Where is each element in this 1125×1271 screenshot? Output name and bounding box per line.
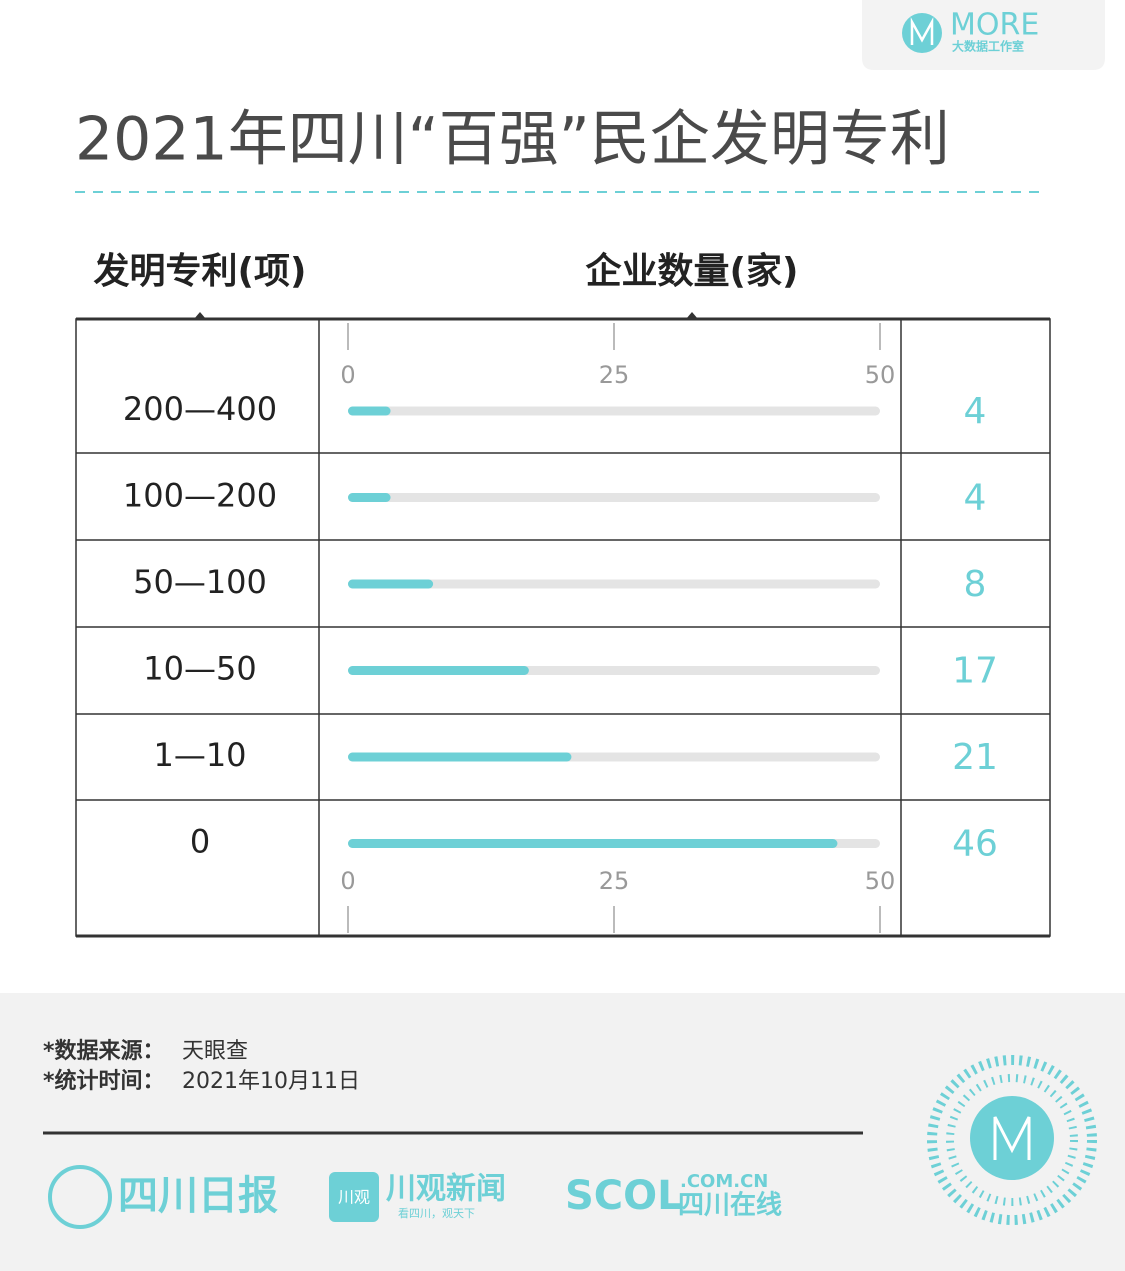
bar-track (348, 493, 880, 502)
logo-text: 四川在线 (678, 1191, 782, 1221)
note-text: 2021年10月11日 (182, 1069, 360, 1094)
category-header: 发明专利(项) (94, 251, 307, 292)
x-tick-label: 0 (340, 867, 355, 895)
logo-icon (329, 1172, 379, 1222)
logo-text: 四川日报 (118, 1173, 278, 1219)
value-label: 4 (964, 478, 987, 519)
note-text: 天眼查 (182, 1039, 248, 1064)
logo-icon (48, 1165, 112, 1229)
category-label: 10—50 (143, 650, 256, 688)
x-tick-label: 0 (340, 361, 355, 389)
value-label: 46 (952, 824, 998, 865)
note-label: *数据来源： (43, 1038, 165, 1064)
brand-sub: 大数据工作室 (952, 39, 1024, 54)
brand-icon (902, 13, 942, 53)
chart-title: 2021年四川“百强”民企发明专利 (75, 105, 950, 175)
category-label: 0 (190, 823, 210, 861)
value-label: 4 (964, 391, 987, 432)
bar-track (348, 579, 880, 589)
value-label: 8 (964, 564, 987, 605)
logo-text: SCOL (565, 1173, 683, 1219)
bar (348, 579, 434, 589)
category-label: 50—100 (133, 563, 267, 601)
x-tick-label: 25 (599, 867, 630, 895)
qr-center (970, 1096, 1054, 1180)
x-tick-label: 50 (865, 867, 896, 895)
value-label: 21 (952, 737, 998, 778)
bar (348, 839, 838, 848)
header-pointer (194, 312, 206, 319)
value-label: 17 (952, 651, 998, 692)
logo-row: 四川日报 川观 川观新闻 看四川，观天下 SCOL .COM.CN 四川在线 (48, 1165, 782, 1229)
bar (348, 752, 572, 762)
qr-ring (927, 1055, 1097, 1225)
logo-text: 看四川，观天下 (398, 1206, 475, 1220)
x-tick-label: 50 (865, 361, 896, 389)
brand-name: MORE (950, 8, 1039, 43)
bar (348, 666, 529, 675)
category-label: 200—400 (123, 390, 277, 428)
logo-text: 川观新闻 (386, 1172, 506, 1207)
qr-ring (946, 1074, 1078, 1206)
x-tick-label: 25 (599, 361, 630, 389)
category-label: 100—200 (123, 477, 277, 515)
category-label: 1—10 (153, 736, 246, 774)
bar (348, 406, 391, 416)
qr-center-mark (993, 1116, 1031, 1160)
value-header: 企业数量(家) (586, 250, 799, 292)
bar (348, 493, 391, 502)
brand-icon-mark (910, 17, 934, 45)
header-pointer (686, 312, 698, 319)
qr-code (927, 1055, 1097, 1225)
bar-track (348, 406, 880, 416)
logo-text: .COM.CN (680, 1171, 768, 1192)
logo-text: 川观 (338, 1188, 370, 1207)
note-label: *统计时间： (43, 1068, 165, 1094)
